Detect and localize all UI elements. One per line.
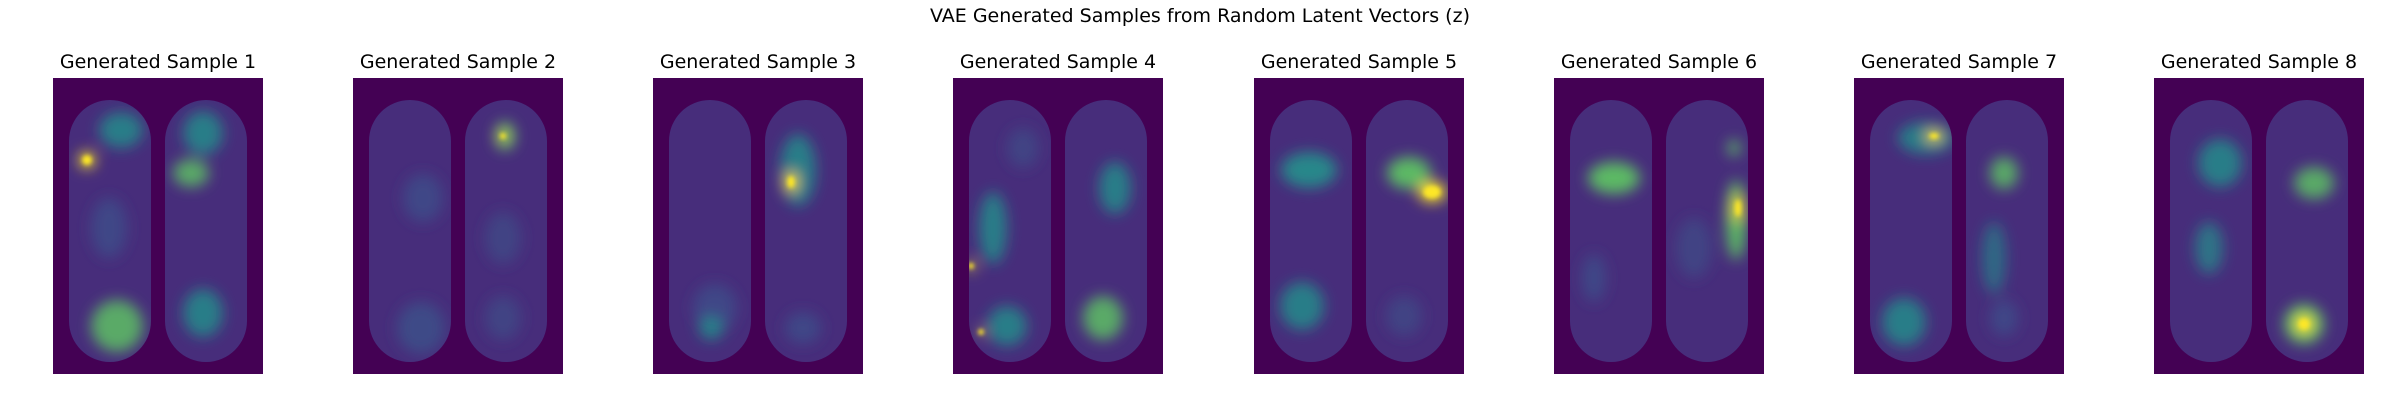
pressure-blob — [403, 174, 443, 222]
pressure-heatmap-image — [953, 78, 1163, 374]
pressure-heatmap-image — [1254, 78, 1464, 374]
pressure-blob — [780, 134, 816, 206]
pressure-hotspot — [1929, 133, 1939, 139]
pressure-blob — [2198, 139, 2242, 187]
pressure-blob — [1083, 296, 1123, 340]
pressure-blob — [1007, 128, 1039, 168]
pressure-blob — [485, 296, 521, 340]
pressure-blob — [1898, 122, 1954, 154]
pressure-blob — [1099, 162, 1131, 214]
pressure-heatmap-image — [2154, 78, 2364, 374]
pressure-hotspot — [82, 155, 92, 165]
pressure-blob — [397, 302, 445, 354]
sample-panel-6: Generated Sample 6 — [1554, 50, 1764, 374]
pressure-heatmap-image — [1854, 78, 2064, 374]
pressure-blob — [987, 306, 1027, 346]
pressure-blob — [1386, 296, 1422, 336]
sample-title: Generated Sample 6 — [1560, 51, 1758, 73]
sample-panel-1: Generated Sample 1 — [53, 50, 263, 374]
pressure-blob — [183, 111, 223, 155]
pressure-hotspot — [978, 329, 984, 335]
pressure-blob — [183, 289, 223, 337]
pressure-blob — [173, 159, 209, 187]
sample-title: Generated Sample 2 — [359, 51, 557, 73]
pressure-hotspot — [787, 176, 795, 188]
pressure-hotspot — [2298, 318, 2310, 330]
pressure-blob — [1990, 157, 2018, 189]
sample-title: Generated Sample 8 — [2160, 51, 2358, 73]
pressure-heatmap-image — [653, 78, 863, 374]
pressure-heatmap-image — [1554, 78, 1764, 374]
pressure-blob — [1676, 218, 1712, 278]
pressure-blob — [1588, 162, 1640, 194]
pressure-blob — [979, 192, 1007, 264]
pressure-blob — [1582, 254, 1606, 302]
sample-title: Generated Sample 1 — [59, 51, 257, 73]
sample-panel-5: Generated Sample 5 — [1254, 50, 1464, 374]
pressure-blob — [91, 300, 143, 352]
pressure-blob — [1882, 298, 1926, 346]
sample-panel-8: Generated Sample 8 — [2154, 50, 2364, 374]
sample-title: Generated Sample 3 — [659, 51, 857, 73]
sample-panel-7: Generated Sample 7 — [1854, 50, 2064, 374]
pressure-blob — [785, 312, 821, 344]
figure-title: VAE Generated Samples from Random Latent… — [930, 5, 1470, 27]
pressure-blob — [699, 316, 723, 340]
pressure-heatmap-image — [353, 78, 563, 374]
sample-panel-3: Generated Sample 3 — [653, 50, 863, 374]
sample-title: Generated Sample 4 — [959, 51, 1157, 73]
pressure-blob — [1387, 157, 1431, 189]
pressure-blob — [91, 198, 127, 258]
pressure-blob — [1728, 140, 1740, 156]
pressure-hotspot — [500, 133, 506, 139]
pressure-blob — [1982, 222, 2006, 294]
pressure-hotspot — [1735, 199, 1741, 217]
pressure-blob — [1990, 300, 2018, 336]
pressure-blob — [2195, 222, 2223, 274]
pressure-blob — [485, 212, 521, 264]
pressure-blob — [1280, 282, 1324, 330]
sample-title: Generated Sample 7 — [1860, 51, 2058, 73]
pressure-hotspot — [1423, 186, 1441, 198]
pressure-heatmap-image — [53, 78, 263, 374]
pressure-blob — [1281, 152, 1337, 188]
pressure-blob — [99, 112, 143, 148]
pressure-blob — [2294, 167, 2334, 199]
sample-title: Generated Sample 5 — [1260, 51, 1458, 73]
sample-panel-4: Generated Sample 4 — [953, 50, 1163, 374]
sample-panel-2: Generated Sample 2 — [353, 50, 563, 374]
pressure-hotspot — [969, 263, 974, 269]
